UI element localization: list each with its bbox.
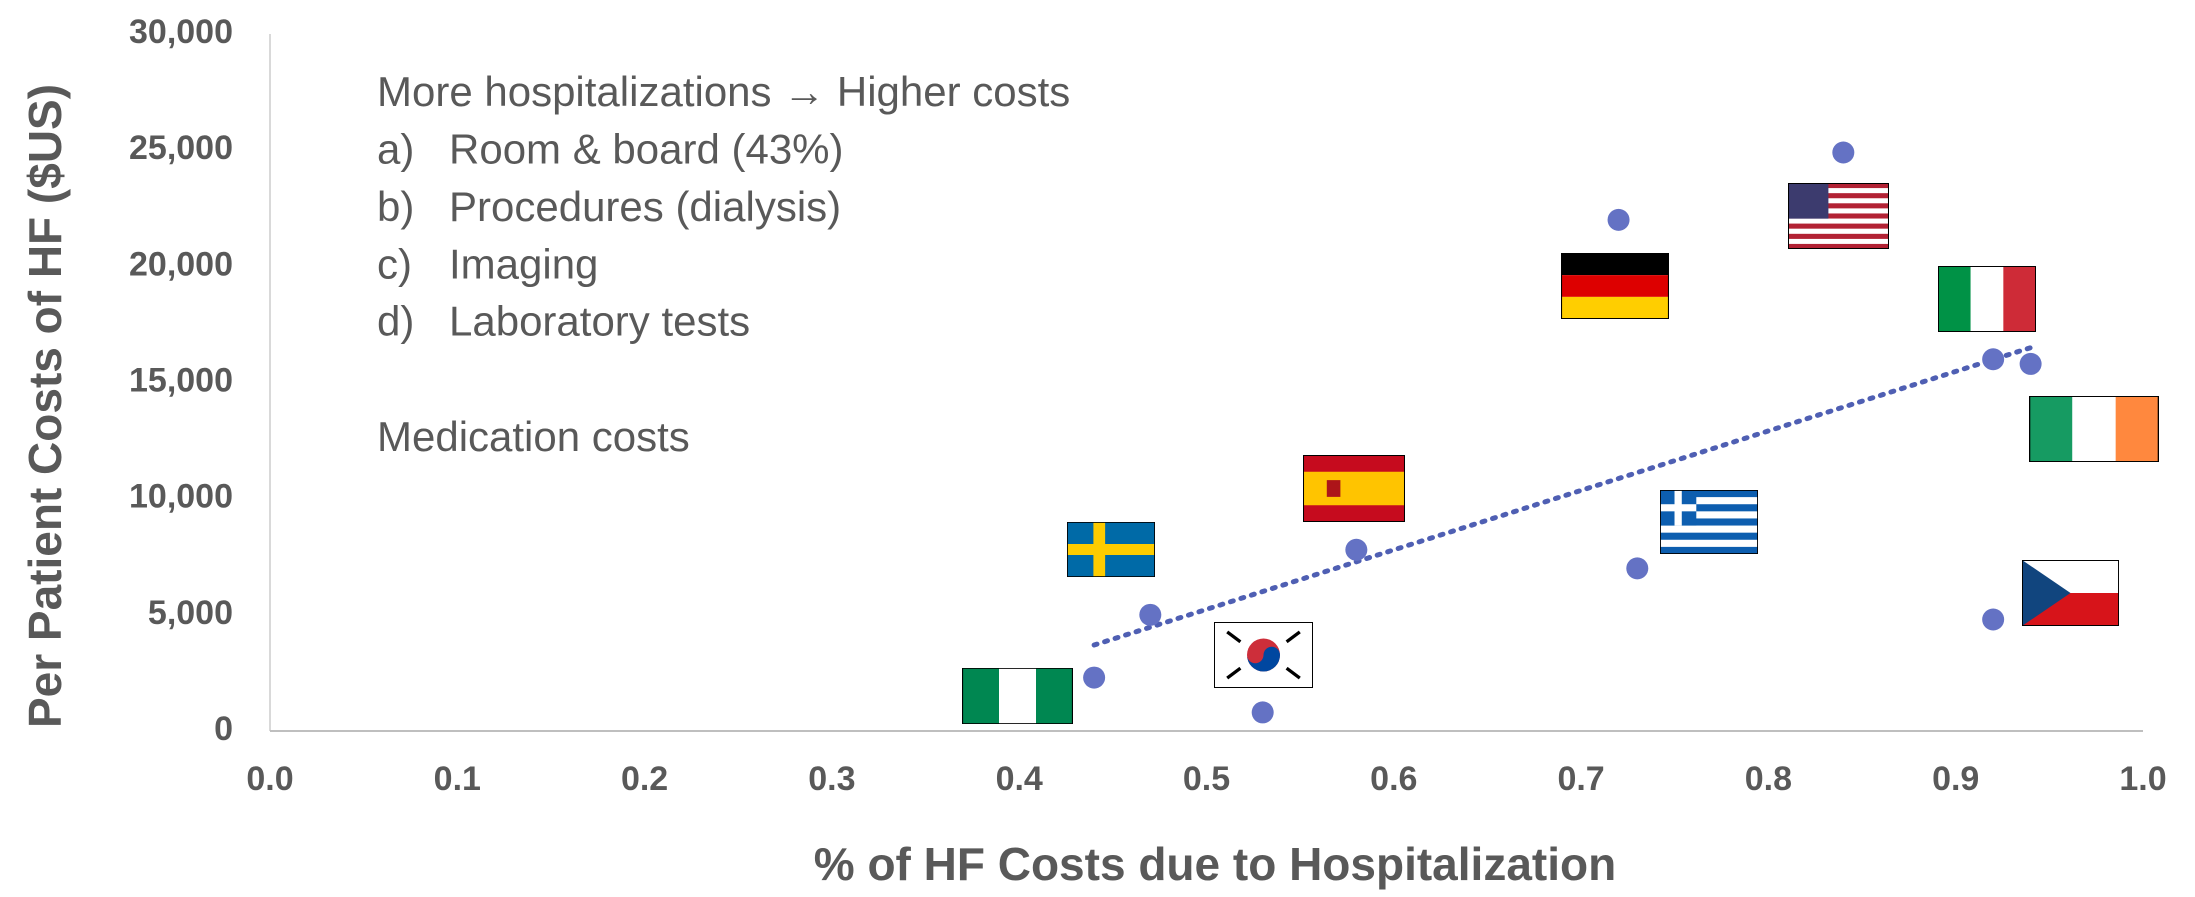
x-tick-label: 0.0 <box>246 760 293 798</box>
annotation-footer: Medication costs <box>377 413 690 460</box>
point <box>1139 603 1162 626</box>
x-tick-label: 0.1 <box>434 760 481 798</box>
y-tick-label: 30,000 <box>129 13 233 51</box>
annotation-text: Room & board (43%) <box>449 125 844 172</box>
point <box>2019 352 2042 375</box>
x-tick-label: 0.6 <box>1370 760 1417 798</box>
point <box>1251 701 1274 724</box>
y-tick-label: 15,000 <box>129 361 233 399</box>
flag <box>1067 522 1155 577</box>
flags <box>962 183 2159 724</box>
x-tick-label: 1.0 <box>2119 760 2166 798</box>
annotation-heading: More hospitalizations → Higher costs <box>377 68 1070 115</box>
point <box>1345 538 1368 561</box>
x-tick-label: 0.5 <box>1183 760 1230 798</box>
flag <box>1788 183 1889 249</box>
flag <box>1303 455 1405 522</box>
flag <box>1938 266 2036 332</box>
y-tick-label: 5,000 <box>148 594 233 632</box>
point <box>1982 608 2005 631</box>
flag <box>1660 490 1758 554</box>
x-axis-title: % of HF Costs due to Hospitalization <box>814 838 1616 890</box>
annotation-marker: a) <box>377 125 414 172</box>
x-tick-label: 0.3 <box>808 760 855 798</box>
y-tick-label: 20,000 <box>129 245 233 283</box>
flag <box>1561 253 1669 319</box>
y-tick-label: 25,000 <box>129 129 233 167</box>
x-tick-label: 0.2 <box>621 760 668 798</box>
point <box>1607 208 1630 231</box>
flag <box>2029 396 2159 462</box>
y-tick-label: 10,000 <box>129 478 233 516</box>
point <box>1083 666 1106 689</box>
point <box>1626 557 1649 580</box>
x-tick-label: 0.9 <box>1932 760 1979 798</box>
x-tick-label: 0.4 <box>996 760 1043 798</box>
x-tick-label: 0.7 <box>1557 760 1604 798</box>
point <box>1982 348 2005 371</box>
flag <box>1214 622 1313 688</box>
trendline <box>1091 345 2034 648</box>
x-tick-label: 0.8 <box>1745 760 1792 798</box>
annotation-marker: d) <box>377 298 414 345</box>
annotation-text: Laboratory tests <box>449 298 750 345</box>
point <box>1832 141 1855 164</box>
flag <box>2022 560 2119 626</box>
annotation-text: Imaging <box>449 240 598 287</box>
annotation-marker: c) <box>377 240 412 287</box>
flag <box>962 668 1073 724</box>
y-axis-title: Per Patient Costs of HF ($US) <box>19 84 71 728</box>
y-tick-label: 0 <box>214 710 233 748</box>
annotation-text: Procedures (dialysis) <box>449 183 841 230</box>
annotation-marker: b) <box>377 183 414 230</box>
